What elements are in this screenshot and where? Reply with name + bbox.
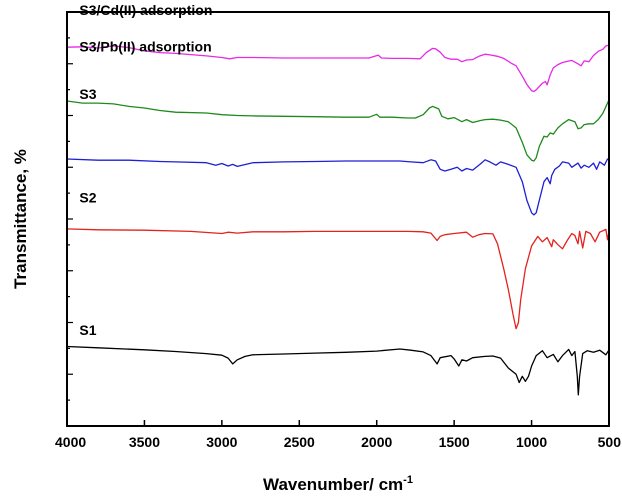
- series-line-3: [66, 158, 610, 216]
- x-axis-ticks: 4000 3500 3000 2500 2000 1500 1000 500: [55, 420, 621, 450]
- x-tick-label-1: 3500: [129, 434, 160, 450]
- x-tick-label-2: 3000: [206, 434, 237, 450]
- series-line-5: [66, 44, 610, 93]
- series-labels: S1 S2 S3 S3/Pb(II) adsorption S3/Cd(II) adso…: [79, 2, 212, 338]
- series-line-1: [66, 345, 610, 396]
- x-axis-label: Wavenumber/ cm-1: [263, 474, 413, 494]
- x-tick-label-4: 2000: [361, 434, 392, 450]
- x-axis-label-superscript: -1: [403, 474, 413, 486]
- series-line-2: [66, 228, 610, 330]
- x-tick-label-0: 4000: [55, 434, 86, 450]
- plot-frame: [66, 11, 610, 427]
- series-line-4: [66, 99, 610, 162]
- y-axis-label: Transmittance, %: [11, 149, 30, 289]
- series-label-2: S2: [79, 189, 96, 205]
- x-axis-label-text: Wavenumber/ cm: [263, 475, 403, 494]
- x-tick-label-5: 1500: [439, 434, 470, 450]
- series-label-5: S3/Cd(II) adsorption: [79, 2, 212, 18]
- y-axis-ticks: [67, 11, 73, 427]
- series-label-4: S3/Pb(II) adsorption: [79, 38, 211, 54]
- x-tick-label-3: 2500: [284, 434, 315, 450]
- series-label-3: S3: [79, 86, 96, 102]
- x-tick-label-7: 500: [598, 434, 622, 450]
- series-curves: [66, 44, 610, 396]
- x-tick-label-6: 1000: [516, 434, 547, 450]
- series-label-1: S1: [79, 322, 96, 338]
